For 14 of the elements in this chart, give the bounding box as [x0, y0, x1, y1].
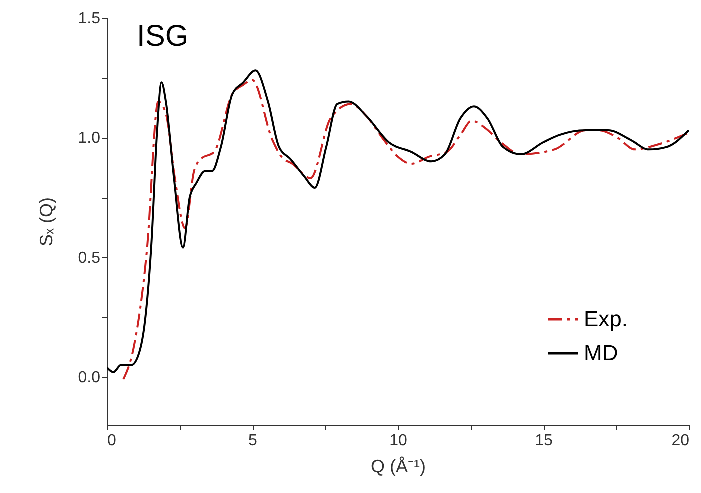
x-tick-label: 5	[248, 432, 258, 450]
y-tick-label: 0.0	[78, 370, 101, 387]
y-tick-label: 0.5	[78, 250, 101, 267]
legend-label: Exp.	[584, 306, 628, 332]
y-axis-title: Sₓ (Q)	[36, 198, 56, 246]
x-axis-title: Q (Å⁻¹)	[371, 456, 426, 476]
x-tick-label: 20	[672, 432, 690, 450]
y-tick-label: 1.0	[78, 130, 101, 148]
x-tick-label: 15	[535, 432, 553, 450]
legend-label: MD	[584, 340, 618, 366]
annotation: ISG	[137, 20, 189, 53]
y-tick-label: 1.5	[78, 10, 101, 28]
x-tick-label: 10	[390, 432, 408, 450]
x-tick-label: 0	[108, 432, 116, 450]
